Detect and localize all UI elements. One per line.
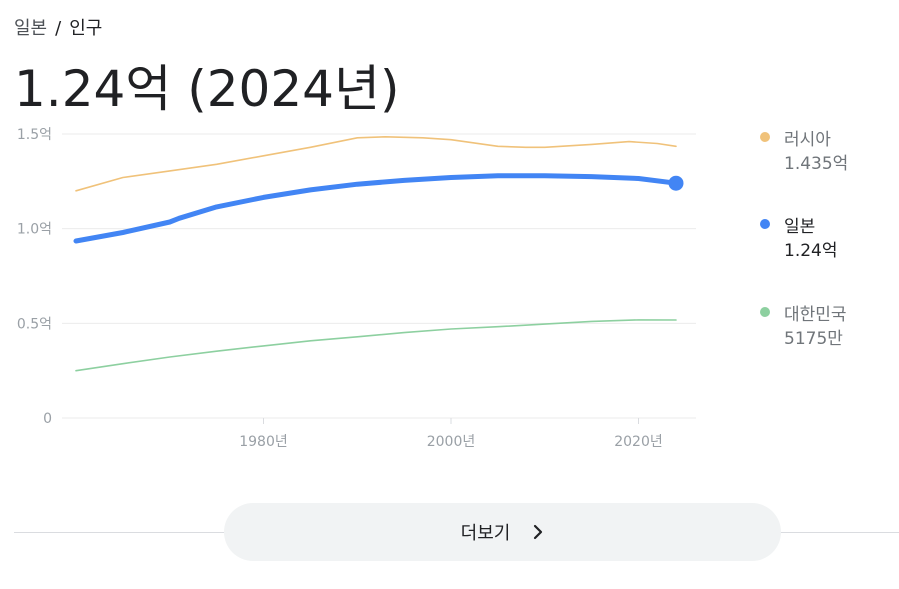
series-line-2 bbox=[75, 319, 677, 372]
series-endpoint-1 bbox=[668, 175, 684, 191]
legend-name-russia: 러시아 bbox=[784, 130, 831, 150]
y-tick-label: 1.0억 bbox=[17, 222, 52, 238]
more-button[interactable]: 더보기 bbox=[224, 503, 781, 561]
breadcrumb-separator: / bbox=[55, 18, 62, 39]
y-tick-label: 1.5억 bbox=[17, 127, 52, 143]
headline-value: 1.24억 (2024년) bbox=[14, 60, 400, 118]
more-button-label: 더보기 bbox=[460, 523, 511, 544]
x-tick-label: 2000년 bbox=[427, 434, 476, 450]
x-axis-ticks: 1980년 2000년 2020년 bbox=[239, 418, 663, 450]
breadcrumb-parent[interactable]: 일본 bbox=[14, 18, 48, 39]
legend-dot-korea bbox=[760, 307, 770, 317]
legend-value-russia: 1.435억 bbox=[784, 154, 849, 174]
series-layer bbox=[73, 136, 684, 372]
x-tick-label: 1980년 bbox=[239, 434, 288, 450]
legend-value-korea: 5175만 bbox=[784, 329, 843, 349]
breadcrumb-current: 인구 bbox=[69, 18, 103, 39]
legend-name-japan: 일본 bbox=[784, 217, 816, 237]
breadcrumb: 일본 / 인구 bbox=[14, 14, 102, 40]
x-tick-label: 2020년 bbox=[614, 434, 663, 450]
y-axis-ticks: 0 0.5억 1.0억 1.5억 bbox=[17, 127, 52, 427]
grid-layer bbox=[62, 133, 696, 419]
y-tick-label: 0.5억 bbox=[17, 316, 52, 332]
chevron-right-icon bbox=[532, 524, 544, 540]
legend-value-japan: 1.24억 bbox=[784, 241, 838, 261]
population-line-chart: 0 0.5억 1.0억 1.5억 1980년 2000년 2020년 bbox=[17, 127, 696, 450]
series-line-0 bbox=[75, 136, 677, 192]
legend-name-korea: 대한민국 bbox=[784, 305, 847, 325]
y-tick-label: 0 bbox=[43, 411, 52, 427]
legend-dot-russia bbox=[760, 132, 770, 142]
legend-dot-japan bbox=[760, 219, 770, 229]
series-line-1 bbox=[73, 173, 679, 244]
